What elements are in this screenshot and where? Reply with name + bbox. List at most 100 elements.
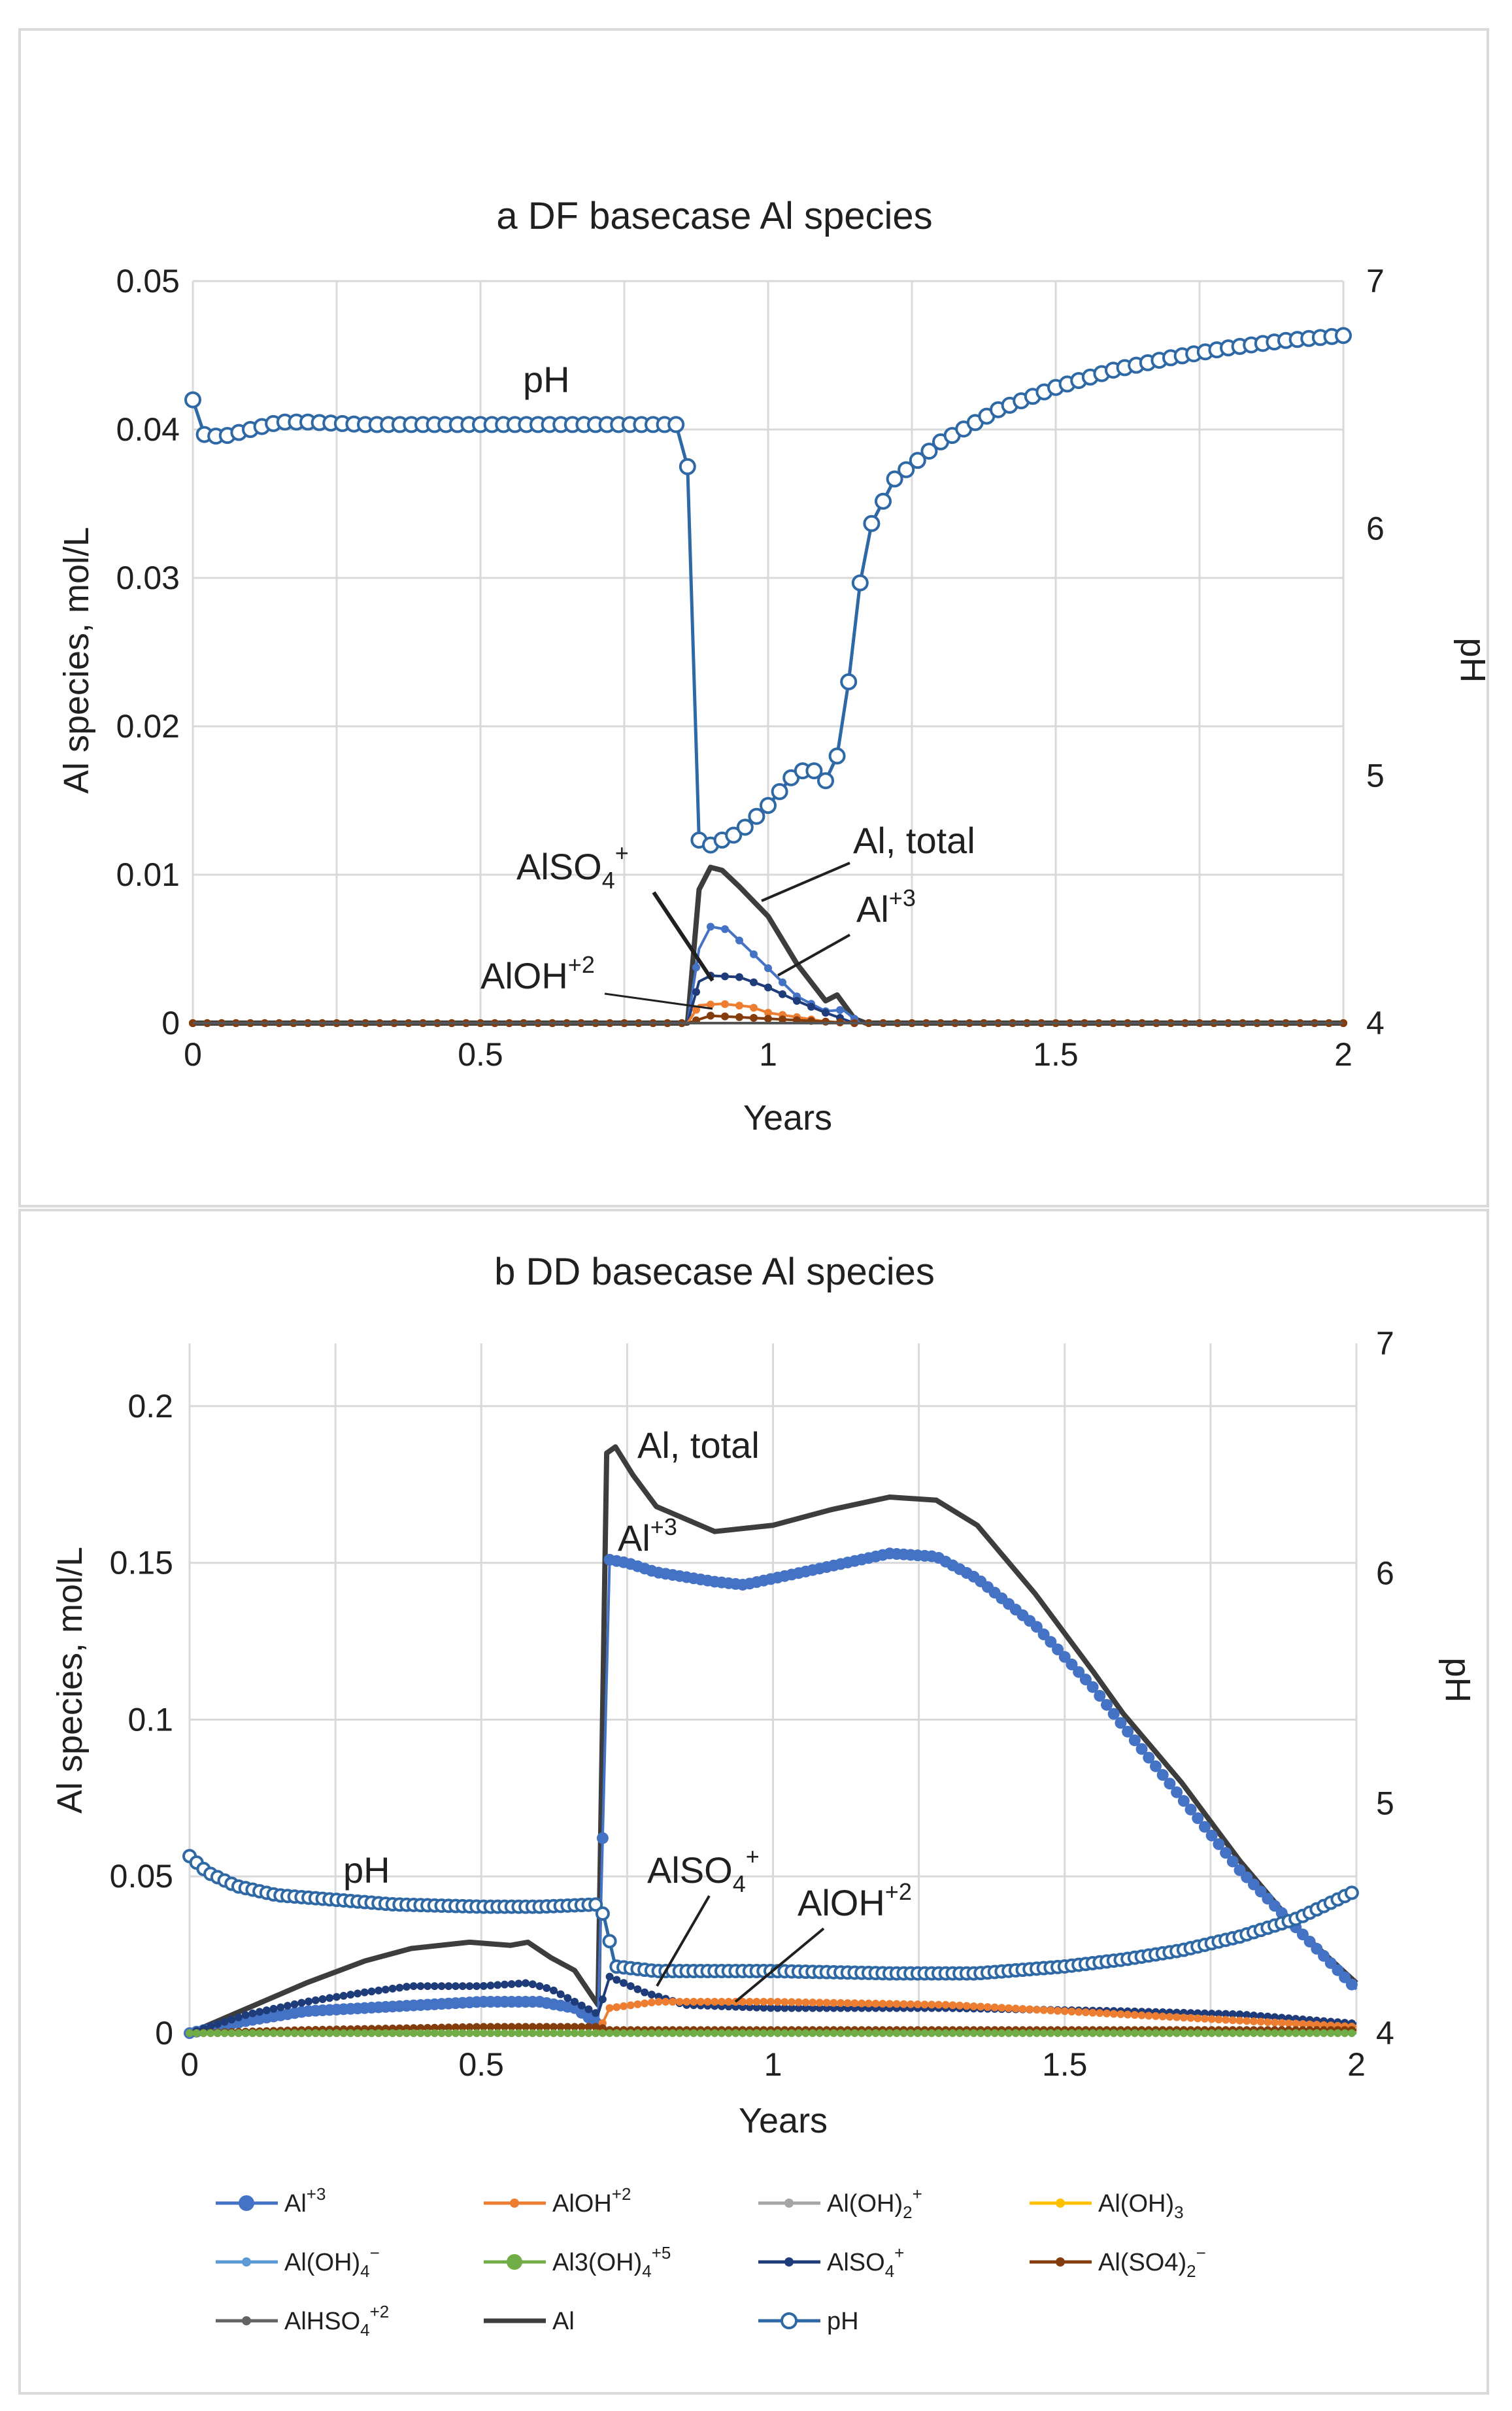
- chart-b-point-al3-oh-4-5: [794, 2029, 803, 2037]
- legend-swatch-marker: [1056, 2199, 1065, 2208]
- legend-swatch-marker: [507, 2254, 522, 2270]
- chart-b-point-aloh-2: [1249, 2017, 1258, 2025]
- legend-label-base: Al: [552, 2308, 575, 2335]
- chart-b-point-al3-oh-4-5: [528, 2029, 537, 2037]
- chart-a-point-ph: [771, 783, 788, 800]
- chart-b-point-al3-oh-4-5: [416, 2029, 425, 2037]
- chart-b-point-al-3: [1192, 1812, 1204, 1825]
- chart-b-point-aloh-2: [794, 1998, 803, 2006]
- chart-a-annot-aloh-sup: +2: [568, 951, 595, 978]
- chart-b-point-al3-oh-4-5: [899, 2029, 908, 2037]
- chart-b-point-also4: [486, 1981, 495, 1990]
- chart-b-point-also4: [794, 2004, 803, 2012]
- chart-b-point-al3-oh-4-5: [458, 2029, 467, 2037]
- chart-b-point-aloh-2: [675, 1998, 684, 2006]
- chart-a-line-al: [193, 864, 1343, 1026]
- chart-a-y2label: pH: [1453, 637, 1492, 683]
- legend-label: Al: [552, 2308, 575, 2335]
- chart-a-point-aloh-2: [764, 1009, 772, 1017]
- chart-b-point-al3-oh-4-5: [1130, 2029, 1139, 2037]
- chart-b-point-aloh-2: [1054, 2006, 1062, 2015]
- legend-label: Al+3: [284, 2184, 326, 2217]
- chart-b-point-also4: [507, 1980, 516, 1988]
- chart-b-series-ph: [182, 1849, 1359, 1981]
- chart-b-point-al3-oh-4-5: [220, 2029, 229, 2037]
- chart-a-annot-aloh: AlOH+2: [480, 951, 595, 996]
- chart-b-point-al3-oh-4-5: [1186, 2029, 1195, 2037]
- chart-b-point-aloh-2: [633, 2000, 642, 2008]
- chart-b-point-al-3: [596, 1832, 609, 1844]
- chart-b-point-al-so4-2: [451, 2023, 460, 2032]
- chart-a-point-al-so4-2: [707, 1011, 714, 1020]
- legend-label-sup: +2: [612, 2184, 631, 2204]
- legend-item-al-oh-2: Al(OH)2+: [758, 2184, 922, 2222]
- chart-b-point-also4: [563, 1994, 572, 2002]
- chart-b-annot-aloh-sup: +2: [885, 1878, 912, 1905]
- chart-b-point-al3-oh-4-5: [535, 2029, 544, 2037]
- chart-b-point-al3-oh-4-5: [290, 2029, 299, 2037]
- chart-b-point-al3-oh-4-5: [703, 2029, 712, 2037]
- chart-a-point-ph: [863, 514, 881, 532]
- chart-b-point-al-so4-2: [473, 2023, 481, 2031]
- chart-b-point-aloh-2: [1088, 2008, 1097, 2017]
- chart-b-point-also4: [305, 1997, 313, 2006]
- chart-b-point-al3-oh-4-5: [1194, 2029, 1202, 2037]
- chart-a-leader-al-total: [761, 862, 850, 902]
- chart-a-point-aloh-2: [707, 1000, 714, 1009]
- chart-b-annot-also4-sup: +: [746, 1843, 760, 1870]
- chart-a-xtick: 2: [1334, 1036, 1352, 1073]
- chart-b-point-aloh-2: [1117, 2010, 1125, 2019]
- chart-b-point-al-so4-2: [571, 2023, 579, 2031]
- chart-b-point-also4: [620, 1979, 628, 1987]
- legend-label-sub: 4: [360, 2320, 369, 2340]
- chart-b-point-aloh-2: [956, 2001, 964, 2010]
- chart-b-point-aloh-2: [928, 2000, 936, 2009]
- chart-a-point-al-3: [707, 922, 714, 931]
- chart-b-point-al3-oh-4-5: [1117, 2029, 1125, 2037]
- chart-b-point-aloh-2: [1032, 2006, 1041, 2014]
- chart-b-point-aloh-2: [1235, 2016, 1244, 2025]
- chart-b-xtick: 0: [180, 2046, 199, 2083]
- chart-b-point-also4: [234, 2013, 243, 2021]
- chart-b-ticks: 0 0.5 1 1.5 2 0 0.05 0.1 0.15 0.2 4 5 6 7: [110, 1325, 1394, 2083]
- legend-label: AlHSO4+2: [284, 2302, 389, 2340]
- legend-item-al: Al: [484, 2308, 575, 2335]
- chart-b-point-al3-oh-4-5: [724, 2029, 733, 2037]
- chart-b-point-aloh-2: [1271, 2018, 1279, 2027]
- chart-b-point-al3-oh-4-5: [871, 2029, 880, 2037]
- chart-a-annot-also4-sup: +: [615, 839, 629, 866]
- chart-b-point-al3-oh-4-5: [473, 2029, 481, 2037]
- chart-b-point-aloh-2: [668, 1998, 677, 2006]
- chart-b-point-also4: [613, 1976, 621, 1984]
- chart-b-point-also4: [354, 1989, 362, 1998]
- chart-a-annot-also4-sub: 4: [602, 867, 615, 894]
- chart-b-y2tick: 5: [1376, 1785, 1394, 1821]
- chart-b-point-aloh-2: [1298, 2019, 1307, 2028]
- chart-b-point-al3-oh-4-5: [858, 2029, 866, 2037]
- chart-b-point-aloh-2: [1005, 2004, 1013, 2012]
- chart-a-point-ph: [920, 443, 938, 460]
- chart-b-point-ph: [602, 1934, 617, 1949]
- chart-b-point-aloh-2: [962, 2002, 971, 2010]
- chart-b-point-also4: [766, 2004, 775, 2012]
- chart-a-point-also4: [735, 973, 743, 981]
- chart-b-point-al-so4-2: [465, 2023, 474, 2031]
- chart-a-ticks: 0 0.5 1 1.5 2 0 0.01 0.02 0.03 0.04 0.05 4 5 6 7: [116, 263, 1385, 1073]
- chart-b-ytick: 0.05: [110, 1858, 173, 1895]
- chart-b-point-al3-oh-4-5: [577, 2029, 586, 2037]
- chart-b-point-also4: [605, 1972, 614, 1981]
- chart-a-point-al-3: [764, 964, 772, 973]
- chart-b-point-aloh-2: [724, 1998, 733, 2006]
- chart-b-point-also4: [1215, 2010, 1223, 2018]
- legend-swatch-marker: [784, 2257, 794, 2267]
- chart-b-point-al-so4-2: [577, 2023, 586, 2031]
- chart-b-point-al-3: [1205, 1829, 1218, 1842]
- chart-b-point-also4: [1256, 2012, 1265, 2020]
- legend-label-sub: 4: [885, 2261, 894, 2281]
- chart-b-point-al3-oh-4-5: [346, 2029, 355, 2037]
- chart-b-point-also4: [213, 2020, 222, 2029]
- chart-b-point-also4: [598, 1995, 607, 2004]
- chart-b-point-aloh-2: [1222, 2015, 1230, 2024]
- chart-b-point-aloh-2: [1207, 2015, 1216, 2023]
- chart-b-point-aloh-2: [949, 2001, 957, 2010]
